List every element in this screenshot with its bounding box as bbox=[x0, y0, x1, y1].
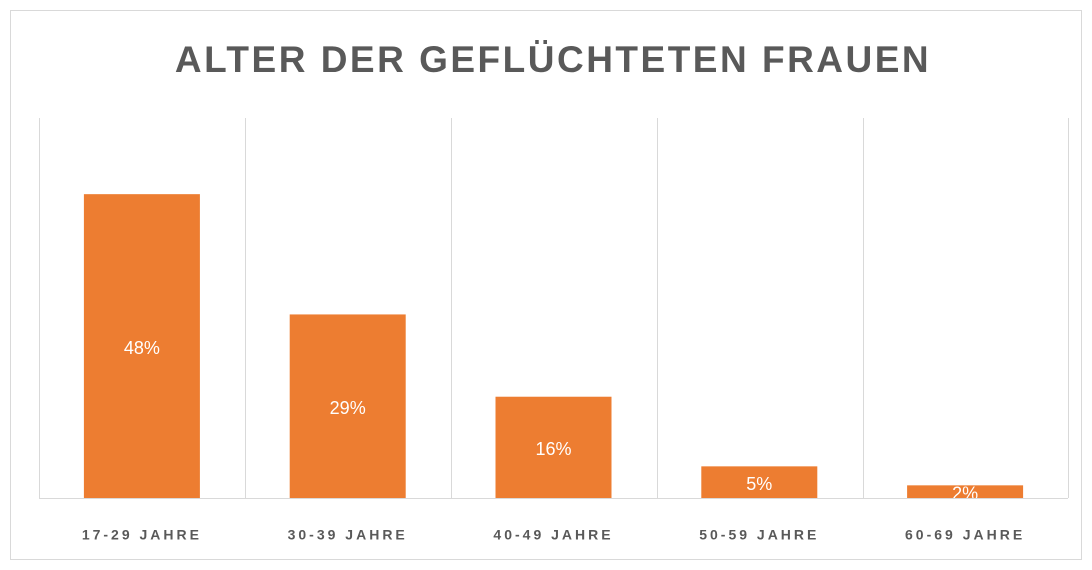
x-tick-label: 60-69 JAHRE bbox=[905, 527, 1025, 543]
data-label: 16% bbox=[535, 439, 571, 459]
bar bbox=[701, 466, 818, 498]
bar bbox=[495, 396, 612, 498]
x-tick-label: 40-49 JAHRE bbox=[493, 527, 613, 543]
category-separators bbox=[39, 118, 1069, 498]
x-tick-label: 50-59 JAHRE bbox=[699, 527, 819, 543]
x-tick-label: 17-29 JAHRE bbox=[82, 527, 202, 543]
data-label: 2% bbox=[952, 483, 978, 503]
data-label: 5% bbox=[746, 474, 772, 494]
data-label: 29% bbox=[330, 398, 366, 418]
x-tick-label: 30-39 JAHRE bbox=[288, 527, 408, 543]
data-label: 48% bbox=[124, 338, 160, 358]
bar bbox=[907, 485, 1024, 498]
bar bbox=[83, 194, 200, 498]
chart-title: ALTER DER GEFLÜCHTETEN FRAUEN bbox=[175, 39, 931, 80]
bar bbox=[289, 314, 406, 498]
